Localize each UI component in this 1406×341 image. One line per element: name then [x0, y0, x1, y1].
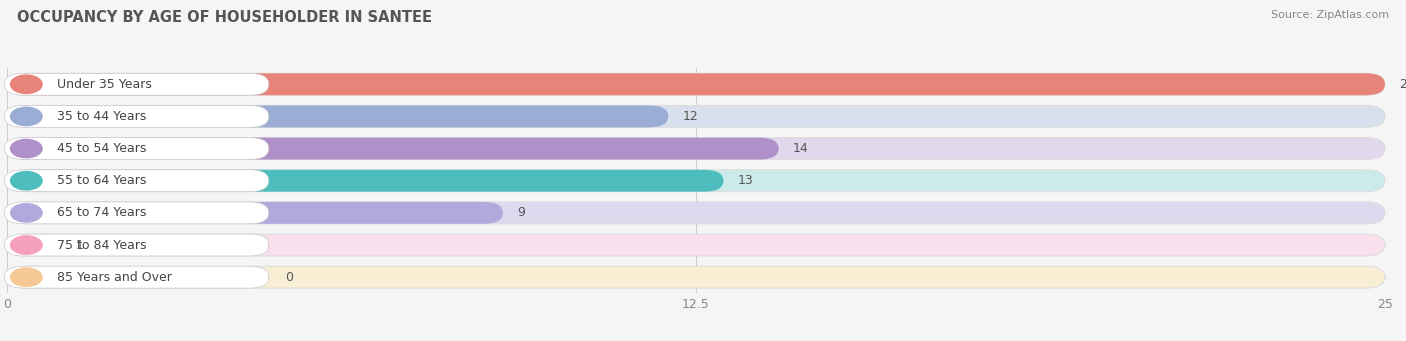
Circle shape [11, 107, 42, 125]
Circle shape [11, 236, 42, 254]
FancyBboxPatch shape [7, 234, 62, 256]
Text: 25: 25 [1399, 78, 1406, 91]
Circle shape [11, 204, 42, 222]
Text: 12: 12 [682, 110, 697, 123]
FancyBboxPatch shape [7, 266, 1385, 288]
Text: 9: 9 [517, 206, 524, 219]
FancyBboxPatch shape [7, 202, 503, 224]
Text: 14: 14 [793, 142, 808, 155]
Text: 0: 0 [285, 271, 294, 284]
FancyBboxPatch shape [7, 170, 1385, 192]
FancyBboxPatch shape [4, 105, 269, 127]
FancyBboxPatch shape [7, 73, 1385, 95]
Circle shape [11, 172, 42, 190]
Text: OCCUPANCY BY AGE OF HOUSEHOLDER IN SANTEE: OCCUPANCY BY AGE OF HOUSEHOLDER IN SANTE… [17, 10, 432, 25]
Text: 13: 13 [737, 174, 754, 187]
FancyBboxPatch shape [7, 105, 1385, 127]
Text: 55 to 64 Years: 55 to 64 Years [56, 174, 146, 187]
Text: Under 35 Years: Under 35 Years [56, 78, 152, 91]
FancyBboxPatch shape [4, 202, 269, 224]
Text: 85 Years and Over: 85 Years and Over [56, 271, 172, 284]
FancyBboxPatch shape [7, 202, 1385, 224]
FancyBboxPatch shape [7, 170, 724, 192]
Text: 1: 1 [76, 239, 84, 252]
Circle shape [11, 268, 42, 286]
FancyBboxPatch shape [4, 138, 269, 160]
FancyBboxPatch shape [7, 138, 1385, 160]
Text: 75 to 84 Years: 75 to 84 Years [56, 239, 146, 252]
FancyBboxPatch shape [4, 266, 269, 288]
FancyBboxPatch shape [7, 105, 668, 127]
Text: 35 to 44 Years: 35 to 44 Years [56, 110, 146, 123]
FancyBboxPatch shape [4, 73, 269, 95]
Circle shape [11, 139, 42, 158]
Text: 65 to 74 Years: 65 to 74 Years [56, 206, 146, 219]
FancyBboxPatch shape [7, 73, 1385, 95]
Text: Source: ZipAtlas.com: Source: ZipAtlas.com [1271, 10, 1389, 20]
FancyBboxPatch shape [4, 234, 269, 256]
Circle shape [11, 75, 42, 93]
FancyBboxPatch shape [7, 234, 1385, 256]
Text: 45 to 54 Years: 45 to 54 Years [56, 142, 146, 155]
FancyBboxPatch shape [7, 138, 779, 160]
FancyBboxPatch shape [4, 170, 269, 192]
